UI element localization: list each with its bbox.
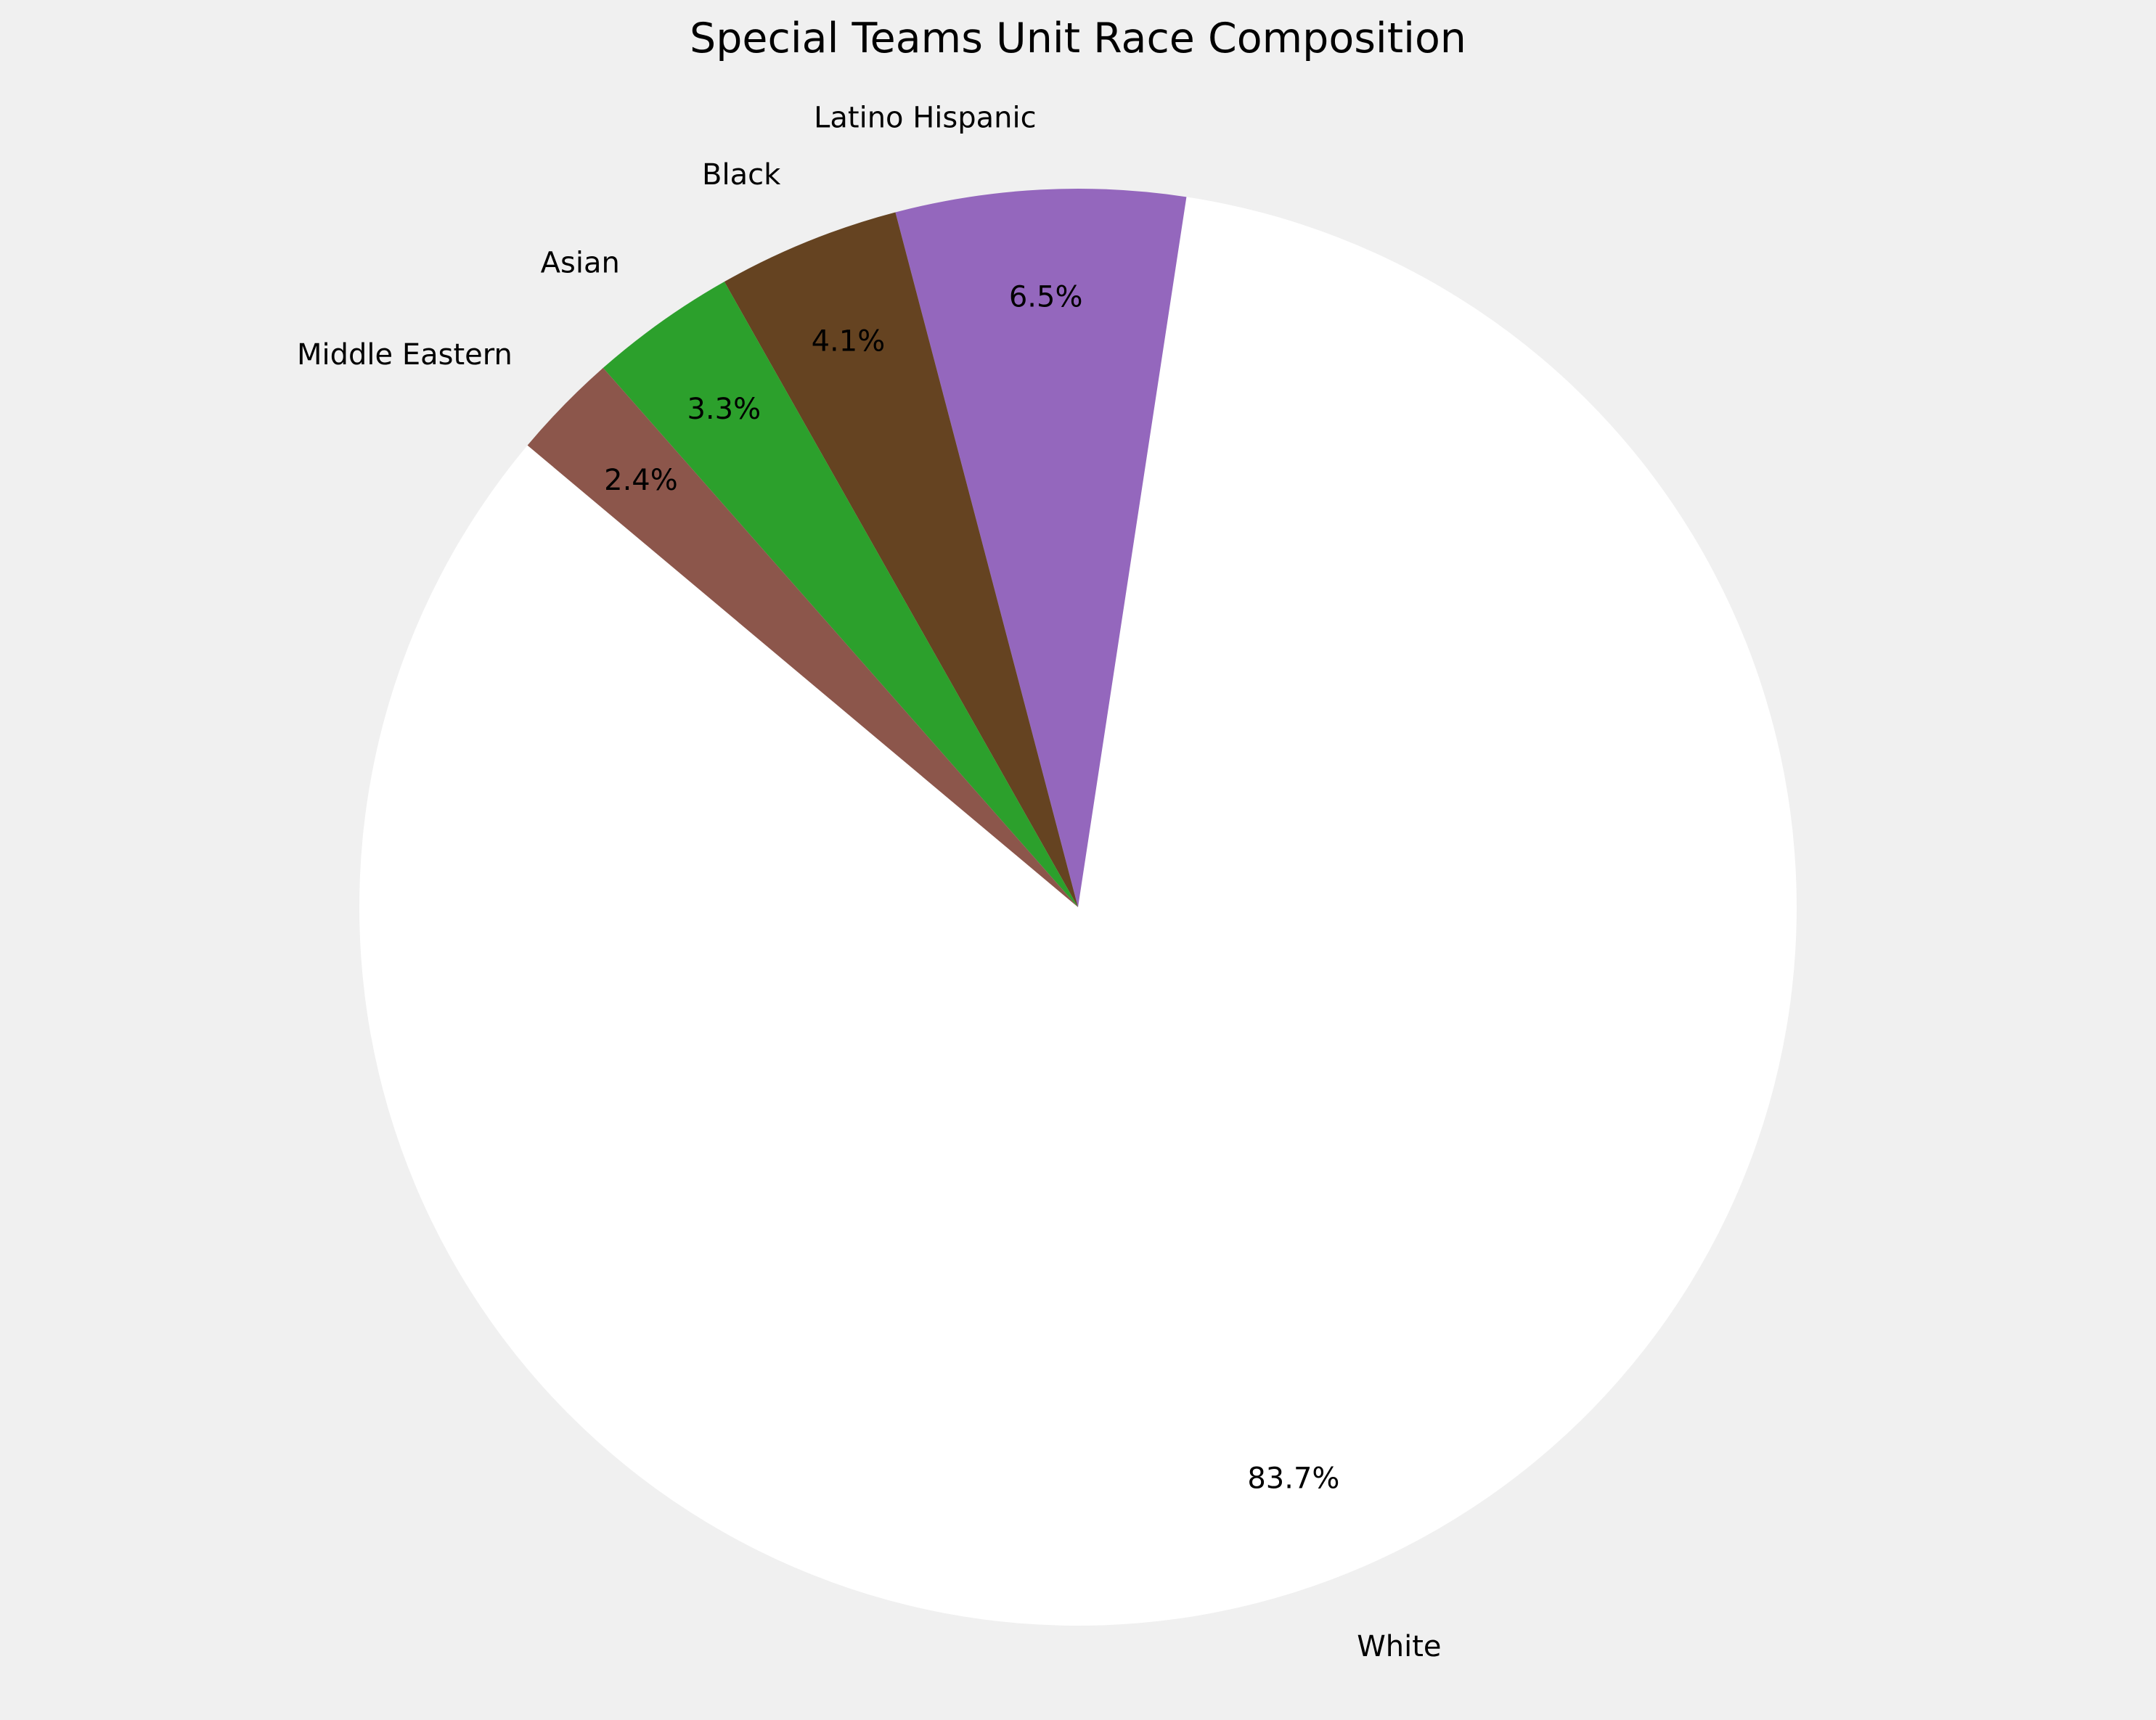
slice-labels: White Latino Hispanic Black Asian Middle Eas… (297, 102, 1442, 1663)
pie-slices (359, 189, 1797, 1626)
slice-label-white: White (1357, 1630, 1441, 1663)
percentage-labels: 83.7% 6.5% 4.1% 3.3% 2.4% (604, 281, 1339, 1496)
slice-label-black: Black (702, 158, 781, 192)
pct-label-white: 83.7% (1247, 1462, 1339, 1495)
slice-label-asian: Asian (541, 247, 620, 280)
slice-label-latino-hispanic: Latino Hispanic (814, 102, 1037, 135)
pct-label-black: 4.1% (812, 324, 886, 358)
pct-label-middle-eastern: 2.4% (604, 464, 678, 497)
slice-label-middle-eastern: Middle Eastern (297, 338, 513, 372)
pie-slice-asian (603, 282, 1078, 907)
pct-label-latino-hispanic: 6.5% (1009, 281, 1083, 314)
pie-slice-latino-hispanic (895, 189, 1187, 907)
pie-slice-black (724, 212, 1078, 907)
pct-label-asian: 3.3% (687, 393, 761, 426)
pie-slice-middle-eastern (527, 367, 1078, 907)
pie-slice-white (359, 197, 1797, 1626)
chart-title: Special Teams Unit Race Composition (690, 15, 1466, 62)
